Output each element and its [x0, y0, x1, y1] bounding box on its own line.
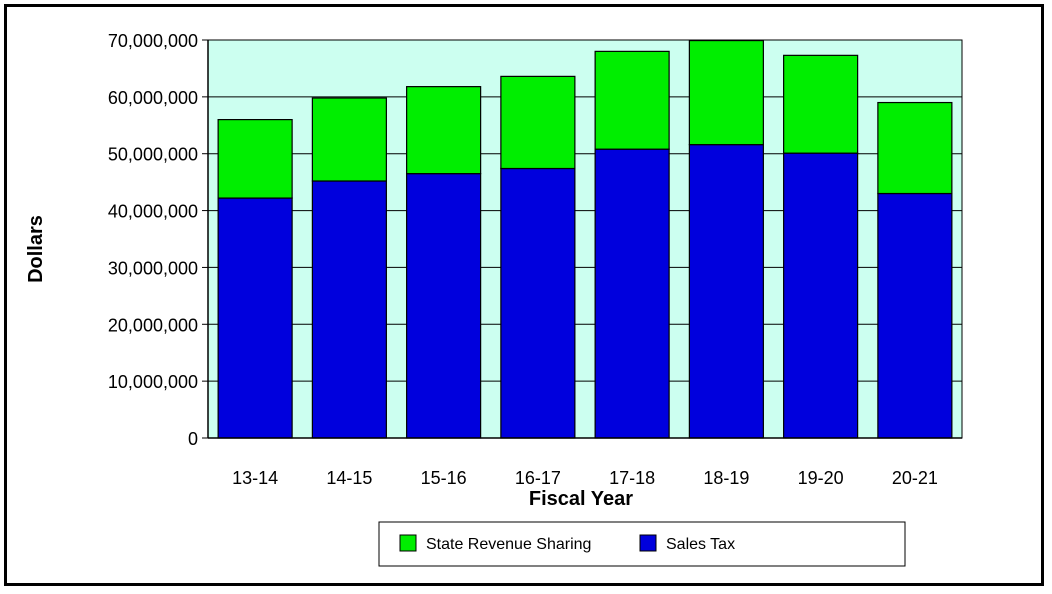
y-tick-label: 40,000,000 [108, 202, 198, 222]
x-tick-label: 20-21 [892, 468, 938, 488]
bar-sales-tax [311, 180, 387, 439]
legend: State Revenue Sharing Sales Tax [378, 521, 906, 567]
x-tick-label: 13-14 [232, 468, 278, 488]
bar-state-revenue-sharing [783, 54, 859, 154]
x-tick-label: 17-18 [609, 468, 655, 488]
bar-state-revenue-sharing [406, 86, 482, 175]
bar-state-revenue-sharing [311, 97, 387, 182]
bars [217, 39, 953, 439]
x-tick-label: 14-15 [326, 468, 372, 488]
bar-sales-tax [500, 167, 576, 439]
legend-label: Sales Tax [666, 536, 735, 553]
x-tick-label: 18-19 [703, 468, 749, 488]
x-tick-label: 16-17 [515, 468, 561, 488]
bar-sales-tax [406, 173, 482, 439]
bar-state-revenue-sharing [688, 39, 764, 146]
y-axis-title: Dollars [25, 215, 47, 283]
bar-sales-tax [688, 144, 764, 439]
y-tick-label: 70,000,000 [108, 31, 198, 51]
x-axis-title: Fiscal Year [529, 488, 633, 510]
bar-sales-tax [594, 148, 670, 439]
y-tick-label: 30,000,000 [108, 258, 198, 278]
bar-state-revenue-sharing [594, 50, 670, 150]
x-tick-labels: 13-14 14-15 15-16 16-17 17-18 18-19 19-20 20-21 [232, 468, 938, 488]
legend-swatch [399, 534, 417, 552]
y-tick-label: 50,000,000 [108, 145, 198, 165]
y-tick-label: 0 [188, 429, 198, 449]
legend-label: State Revenue Sharing [426, 536, 591, 553]
y-tick-label: 20,000,000 [108, 315, 198, 335]
y-tick-labels: 0 10,000,000 20,000,000 30,000,000 40,000,00… [108, 31, 198, 449]
x-tick-label: 19-20 [798, 468, 844, 488]
bar-sales-tax [783, 152, 859, 439]
y-tick-label: 10,000,000 [108, 372, 198, 392]
bar-sales-tax [217, 197, 293, 439]
bar-state-revenue-sharing [217, 118, 293, 199]
bar-sales-tax [877, 192, 953, 439]
axes [207, 40, 962, 439]
x-tick-label: 15-16 [421, 468, 467, 488]
bar-state-revenue-sharing [500, 75, 576, 170]
bar-state-revenue-sharing [877, 101, 953, 195]
legend-swatch [639, 534, 657, 552]
y-tick-label: 60,000,000 [108, 88, 198, 108]
